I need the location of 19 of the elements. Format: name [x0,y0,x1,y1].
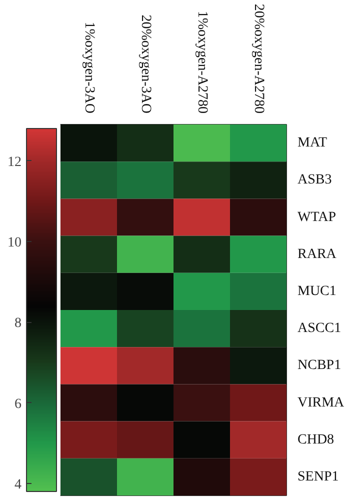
y-tick-label: ASCC1 [298,321,342,336]
y-tick-label: CHD8 [298,432,334,448]
y-tick-label: VIRMA [298,395,346,410]
y-tick-label: NCBP1 [298,358,342,374]
y-tick-label: WTAP [298,210,336,225]
color-bar-label: 4 [14,477,22,492]
x-tick-label: 1%oxygen-A2780 [194,10,210,114]
y-tick-label: SENP1 [298,469,339,484]
y-tick-label: RARA [298,246,338,262]
x-tick-label: 20%oxygen-A2780 [250,4,266,114]
y-tick-label: MUC1 [298,284,336,299]
color-bar-label: 6 [14,396,22,412]
x-tick-label: 20%oxygen-3AO [138,14,153,114]
y-tick-label: MAT [298,136,328,151]
y-tick-label: ASB3 [298,172,332,188]
color-bar-label: 12 [8,154,22,170]
color-bar-label: 10 [8,235,22,250]
x-tick-label: 1%oxygen-3AO [81,22,96,114]
color-bar-label: 8 [14,316,22,332]
